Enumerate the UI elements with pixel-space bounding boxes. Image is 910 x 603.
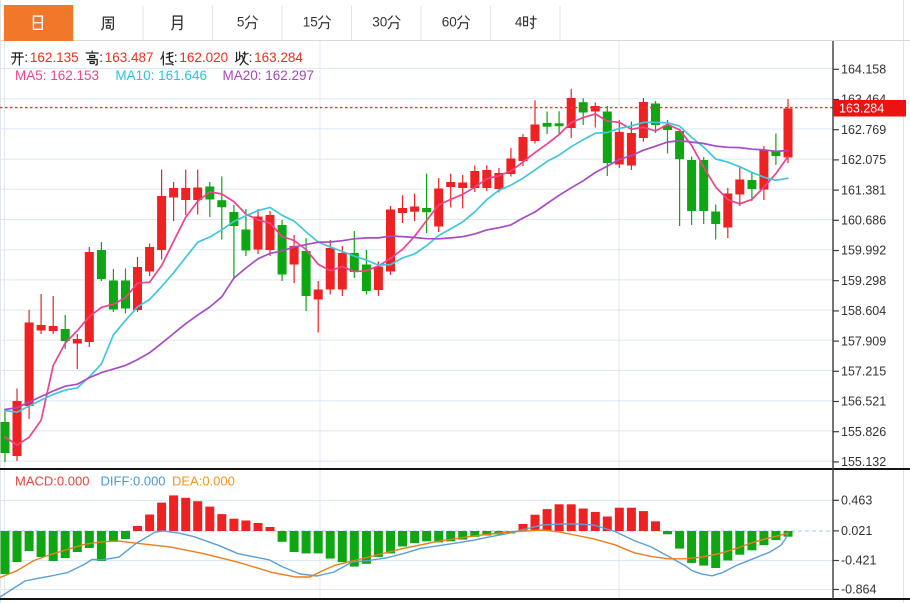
svg-text:161.381: 161.381 bbox=[841, 183, 886, 197]
svg-text:164.158: 164.158 bbox=[841, 63, 886, 77]
svg-text:163.487: 163.487 bbox=[105, 50, 154, 65]
svg-text:0.463: 0.463 bbox=[841, 494, 872, 508]
svg-text:DEA:0.000: DEA:0.000 bbox=[172, 474, 235, 489]
svg-text:162.020: 162.020 bbox=[179, 50, 228, 65]
svg-text:MA20: 162.297: MA20: 162.297 bbox=[223, 68, 315, 83]
svg-text:DIFF:0.000: DIFF:0.000 bbox=[101, 474, 166, 489]
svg-text::: : bbox=[99, 50, 103, 65]
svg-text:162.075: 162.075 bbox=[841, 153, 886, 167]
svg-text:156.521: 156.521 bbox=[841, 395, 886, 409]
svg-text:163.284: 163.284 bbox=[254, 50, 303, 65]
svg-text:155.132: 155.132 bbox=[841, 455, 886, 469]
svg-text:163.284: 163.284 bbox=[839, 102, 884, 116]
svg-text:0.021: 0.021 bbox=[841, 524, 872, 538]
svg-text:157.215: 157.215 bbox=[841, 365, 886, 379]
svg-text:5: 5 bbox=[237, 15, 245, 30]
svg-text::: : bbox=[24, 50, 28, 65]
svg-text:157.909: 157.909 bbox=[841, 334, 886, 348]
svg-text::: : bbox=[249, 50, 253, 65]
svg-text:159.298: 159.298 bbox=[841, 274, 886, 288]
svg-text:162.135: 162.135 bbox=[30, 50, 79, 65]
svg-text:15: 15 bbox=[303, 15, 318, 30]
svg-text:-0.421: -0.421 bbox=[841, 554, 876, 568]
svg-text:158.604: 158.604 bbox=[841, 304, 886, 318]
svg-text:MA5: 162.153: MA5: 162.153 bbox=[15, 68, 99, 83]
svg-text:155.826: 155.826 bbox=[841, 425, 886, 439]
svg-text::: : bbox=[174, 50, 178, 65]
svg-text:MA10: 161.646: MA10: 161.646 bbox=[115, 68, 207, 83]
svg-text:159.992: 159.992 bbox=[841, 244, 886, 258]
svg-text:160.686: 160.686 bbox=[841, 214, 886, 228]
svg-text:162.769: 162.769 bbox=[841, 123, 886, 137]
svg-text:MACD:0.000: MACD:0.000 bbox=[15, 474, 89, 489]
svg-text:60: 60 bbox=[442, 15, 457, 30]
svg-text:-0.864: -0.864 bbox=[841, 583, 876, 597]
svg-text:30: 30 bbox=[372, 15, 387, 30]
svg-text:4: 4 bbox=[515, 15, 523, 30]
